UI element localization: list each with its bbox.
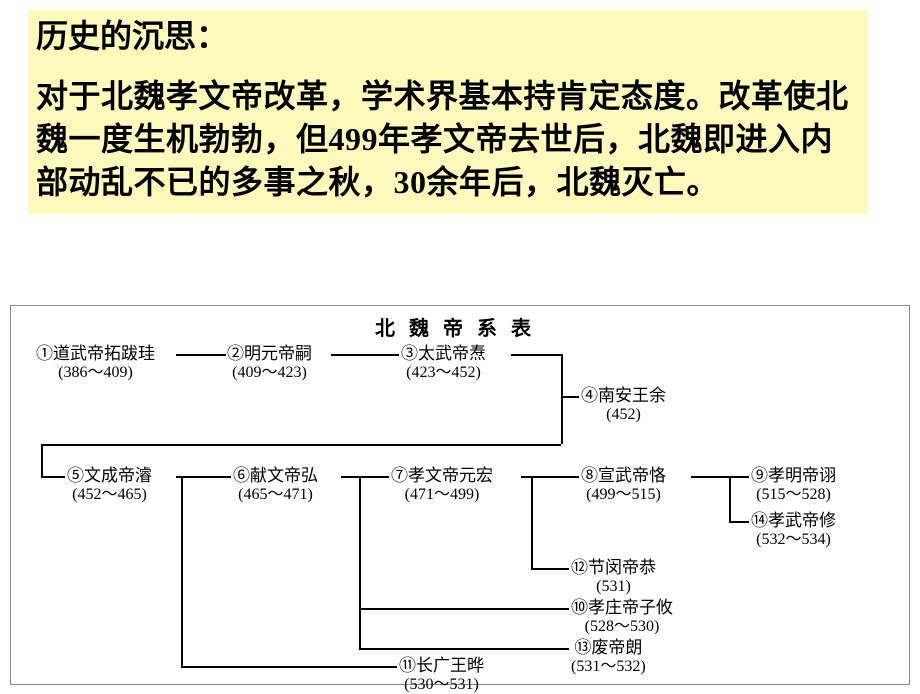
emperor-label: ⑫节闵帝恭	[571, 558, 656, 577]
emperor-node: ①道武帝拓跋珪(386～409)	[36, 344, 155, 382]
tree-edge	[359, 608, 569, 610]
emperor-label: ⑧宣武帝恪	[581, 466, 666, 485]
tree-edge	[176, 476, 231, 478]
emperor-years: (452)	[581, 406, 666, 424]
emperor-label: ⑭孝武帝修	[751, 511, 836, 530]
emperor-label: ⑪长广王晔	[399, 656, 484, 675]
emperor-years: (499～515)	[581, 486, 666, 504]
tree-edge	[561, 354, 563, 396]
tree-edge	[561, 396, 563, 444]
tree-edge	[359, 478, 361, 648]
emperor-label: ③太武帝焘	[401, 344, 486, 363]
emperor-node: ⑩孝庄帝子攸(528～530)	[571, 598, 673, 636]
emperor-label: ②明元帝嗣	[227, 344, 312, 363]
emperor-years: (528～530)	[571, 618, 673, 636]
emperor-node: ⑪长广王晔(530～531)	[399, 656, 484, 694]
intro-box: 历史的沉思： 对于北魏孝文帝改革，学术界基本持肯定态度。改革使北魏一度生机勃勃，…	[28, 10, 868, 214]
tree-edge	[176, 354, 226, 356]
emperor-node: ⑫节闵帝恭(531)	[571, 558, 656, 596]
emperor-years: (471～499)	[391, 486, 493, 504]
emperor-years: (452～465)	[67, 486, 152, 504]
emperor-years: (465～471)	[233, 486, 318, 504]
emperor-node: ④南安王余(452)	[581, 386, 666, 424]
chart-canvas: ①道武帝拓跋珪(386～409) ②明元帝嗣(409～423) ③太武帝焘(423～…	[11, 306, 909, 684]
emperor-node: ⑤文成帝濬(452～465)	[67, 466, 152, 504]
tree-edge	[729, 476, 731, 521]
tree-edge	[331, 354, 399, 356]
tree-edge	[511, 354, 561, 356]
emperor-label: ⑤文成帝濬	[67, 466, 152, 485]
emperor-label: ⑥献文帝弘	[233, 466, 318, 485]
tree-edge	[531, 478, 533, 568]
emperor-node: ⑧宣武帝恪(499～515)	[581, 466, 666, 504]
tree-edge	[729, 521, 749, 523]
emperor-years: (409～423)	[227, 364, 312, 382]
emperor-node: ⑭孝武帝修(532～534)	[751, 511, 836, 549]
emperor-node: ⑥献文帝弘(465～471)	[233, 466, 318, 504]
emperor-label: ⑨孝明帝诩	[751, 466, 836, 485]
tree-edge	[41, 444, 561, 446]
tree-edge	[359, 648, 569, 650]
emperor-label: ⑩孝庄帝子攸	[571, 598, 673, 617]
emperor-label: ④南安王余	[581, 386, 666, 405]
emperor-label: ⑦孝文帝元宏	[391, 466, 493, 485]
emperor-years: (531～532)	[571, 658, 646, 676]
emperor-years: (386～409)	[36, 364, 155, 382]
emperor-node: ⑨孝明帝诩(515～528)	[751, 466, 836, 504]
emperor-years: (530～531)	[399, 676, 484, 694]
intro-body: 对于北魏孝文帝改革，学术界基本持肯定态度。改革使北魏一度生机勃勃，但499年孝文…	[36, 75, 860, 205]
tree-edge	[41, 444, 43, 476]
emperor-label: ①道武帝拓跋珪	[36, 344, 155, 363]
tree-edge	[691, 476, 749, 478]
emperor-node: ③太武帝焘(423～452)	[401, 344, 486, 382]
tree-edge	[341, 476, 389, 478]
tree-edge	[521, 476, 579, 478]
emperor-node: ⑦孝文帝元宏(471～499)	[391, 466, 493, 504]
emperor-years: (515～528)	[751, 486, 836, 504]
emperor-label: ⑬废帝朗	[574, 638, 642, 657]
tree-edge	[181, 478, 183, 666]
genealogy-chart: 北魏帝系表 ①道武帝拓跋珪(386～409)②明元帝嗣(409～423)③太武帝…	[10, 305, 910, 685]
emperor-node: ⑬废帝朗(531～532)	[571, 638, 646, 676]
emperor-node: ②明元帝嗣(409～423)	[227, 344, 312, 382]
tree-edge	[531, 568, 569, 570]
tree-edge	[181, 666, 397, 668]
emperor-years: (423～452)	[401, 364, 486, 382]
intro-title: 历史的沉思：	[36, 14, 860, 59]
emperor-years: (532～534)	[751, 531, 836, 549]
tree-edge	[561, 396, 579, 398]
tree-edge	[41, 476, 65, 478]
emperor-years: (531)	[571, 578, 656, 596]
